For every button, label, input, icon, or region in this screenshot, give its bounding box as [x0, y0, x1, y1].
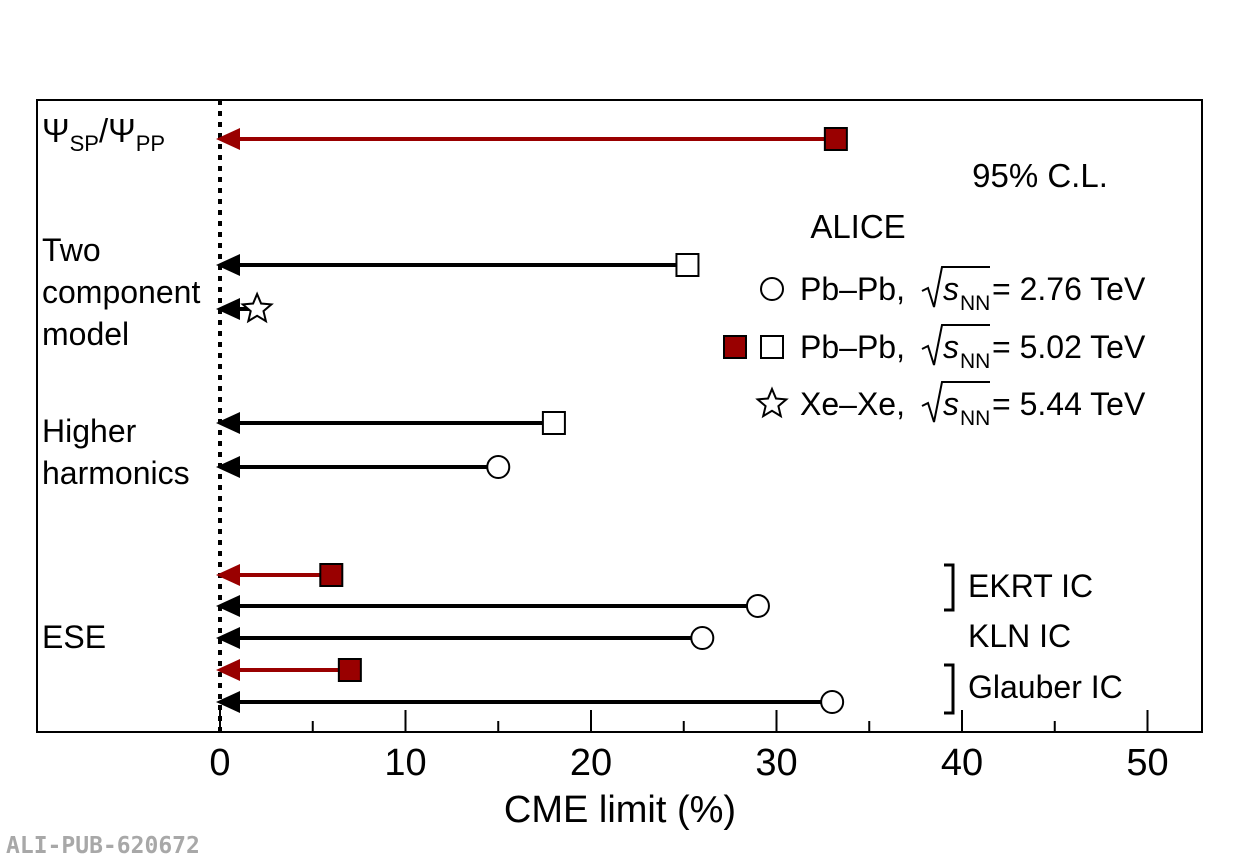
legend-sqrt-sign-1: [921, 324, 990, 366]
limit-arrowhead-0: [216, 128, 240, 150]
x-tick-label-40: 40: [941, 742, 983, 784]
limit-marker-0: [823, 127, 848, 151]
legend-sqrt-sub-0: NN: [960, 292, 990, 315]
limit-marker-1: [675, 253, 700, 277]
group-label-0-sep: /: [99, 112, 109, 149]
experiment-label: ALICE: [810, 208, 905, 245]
x-axis: 0 10 20 30 40 50: [209, 710, 1169, 784]
legend-sqrt-s-0: s: [943, 271, 959, 307]
limit-arrowhead-4: [216, 456, 240, 478]
legend-system-1: Pb–Pb,: [800, 329, 905, 365]
group-label-0: ΨSP/ΨPP: [42, 112, 165, 156]
x-tick-label-0: 0: [209, 742, 230, 784]
ic-label-kln: KLN IC: [968, 618, 1071, 654]
limit-arrowhead-9: [216, 691, 240, 713]
limit-row-0: [216, 127, 848, 151]
limit-arrowhead-1: [216, 254, 240, 276]
legend-energy-2: = 5.44 TeV: [992, 386, 1146, 422]
legend-marker-1-1: [760, 335, 784, 359]
bracket-glauber: [944, 663, 955, 715]
group-label-1-line-0: Two: [42, 232, 101, 268]
legend-system-2: Xe–Xe,: [800, 386, 905, 422]
group-label-2-line-1: harmonics: [42, 455, 190, 491]
confidence-label: 95% C.L.: [972, 157, 1108, 194]
limit-marker-5: [319, 563, 344, 587]
limit-arrowhead-7: [216, 627, 240, 649]
limit-marker-3: [541, 411, 566, 435]
limit-row-4: [216, 455, 511, 479]
limit-marker-4: [486, 455, 511, 479]
legend-marker-2-0: [755, 386, 789, 419]
group-label-1-line-1: component: [42, 274, 200, 310]
legend-energy-0: = 2.76 TeV: [992, 271, 1146, 307]
limit-arrowhead-8: [216, 659, 240, 681]
limit-row-9: [216, 690, 845, 714]
limit-arrowhead-3: [216, 412, 240, 434]
watermark: ALI-PUB-620672: [6, 833, 200, 859]
legend-sqrt-sub-1: NN: [960, 350, 990, 373]
limit-arrowhead-6: [216, 595, 240, 617]
limit-row-6: [216, 594, 770, 618]
legend-marker-1-0: [723, 335, 747, 359]
limit-marker-6: [745, 594, 770, 618]
x-tick-label-20: 20: [570, 742, 612, 784]
limit-marker-7: [690, 626, 715, 650]
limit-row-1: [216, 253, 700, 277]
limit-marks: [216, 127, 848, 714]
x-tick-label-10: 10: [384, 742, 426, 784]
limit-row-3: [216, 411, 566, 435]
legend-entry-0: Pb–Pb, s NN = 2.76 TeV: [760, 266, 1146, 315]
legend-marker-0-0: [760, 277, 784, 301]
legend-system-0: Pb–Pb,: [800, 271, 905, 307]
legend-energy-1: = 5.02 TeV: [992, 329, 1146, 365]
ic-label-ekrt: EKRT IC: [968, 568, 1093, 604]
group-label-0-sub1: SP: [70, 131, 99, 156]
limit-arrowhead-5: [216, 564, 240, 586]
legend-sqrt-sign-2: [921, 381, 990, 423]
x-axis-label: CME limit (%): [504, 789, 736, 831]
limit-marker-9: [820, 690, 845, 714]
legend-sqrt-s-2: s: [943, 386, 959, 422]
limit-row-5: [216, 563, 344, 587]
limit-arrowhead-2: [216, 298, 240, 320]
group-label-1-line-2: model: [42, 316, 129, 352]
group-labels: ΨSP/ΨPPTwocomponentmodelHigherharmonicsE…: [42, 112, 200, 655]
limit-row-7: [216, 626, 715, 650]
plot-frame: [36, 99, 1203, 733]
legend-sqrt-sign-0: [921, 266, 990, 308]
group-label-0-psi1: Ψ: [42, 112, 70, 149]
ic-label-glauber: Glauber IC: [968, 669, 1123, 705]
x-tick-label-50: 50: [1126, 742, 1168, 784]
ic-brackets: EKRT IC KLN IC Glauber IC: [944, 563, 1123, 715]
limit-row-8: [216, 658, 362, 682]
limit-marker-8: [337, 658, 362, 682]
group-label-3-line-0: ESE: [42, 619, 106, 655]
legend-sqrt-sub-2: NN: [960, 407, 990, 430]
limit-marker-2: [240, 291, 274, 324]
group-label-2-line-0: Higher: [42, 413, 137, 449]
limit-row-2: [216, 291, 274, 324]
legend-entry-2: Xe–Xe, s NN = 5.44 TeV: [755, 381, 1146, 430]
group-label-0-psi2: Ψ: [108, 112, 136, 149]
group-label-0-sub2: PP: [136, 131, 165, 156]
x-tick-label-30: 30: [755, 742, 797, 784]
legend-entry-1: Pb–Pb, s NN = 5.02 TeV: [723, 324, 1146, 373]
bracket-ekrt: [944, 563, 955, 612]
legend-sqrt-s-1: s: [943, 329, 959, 365]
